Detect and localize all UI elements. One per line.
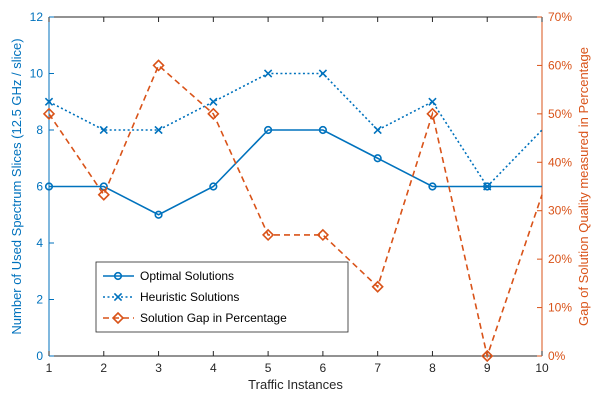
x-tick-label: 6 (320, 361, 327, 375)
series-2 (42, 59, 543, 363)
x-tick-label: 9 (484, 361, 491, 375)
x-tick-label: 3 (155, 361, 162, 375)
data-point-marker (373, 125, 382, 135)
data-point-marker (483, 182, 492, 191)
data-point-marker (316, 228, 330, 242)
series-1 (44, 69, 543, 191)
data-point-marker (371, 280, 384, 293)
data-point-marker (44, 182, 54, 191)
x-tick-label: 5 (265, 361, 272, 375)
data-point-marker (373, 154, 382, 163)
series-layer (42, 59, 543, 363)
right-y-tick-label: 70% (548, 10, 572, 24)
x-axis-label: Traffic Instances (248, 377, 343, 392)
data-point-marker (428, 182, 437, 191)
left-y-tick-label: 0 (36, 349, 43, 363)
x-tick-label: 10 (535, 361, 549, 375)
data-point-marker (318, 125, 327, 135)
x-tick-label: 2 (100, 361, 107, 375)
right-y-axis-label: Gap of Solution Quality measured in Perc… (576, 47, 591, 326)
data-point-marker (207, 107, 220, 120)
series-line (48, 72, 543, 188)
data-point-marker (154, 210, 163, 219)
data-point-marker (42, 107, 56, 120)
legend-label: Optimal Solutions (140, 269, 234, 283)
legend: Optimal Solutions Heuristic Solutions Solu… (95, 261, 349, 333)
data-point-marker (99, 125, 108, 135)
right-y-tick-label: 60% (548, 58, 572, 72)
right-y-tick-label: 50% (548, 107, 572, 121)
right-y-tick-label: 30% (548, 204, 572, 218)
right-y-tick-label: 20% (548, 252, 572, 266)
right-y-tick-label: 0% (548, 349, 566, 363)
left-y-axis-label: Number of Used Spectrum Slices (12.5 GHz… (9, 38, 24, 334)
left-y-tick-label: 4 (36, 236, 43, 250)
data-point-marker (481, 349, 494, 363)
data-point-marker (97, 188, 110, 201)
series-0 (44, 125, 542, 219)
left-y-tick-label: 8 (36, 123, 43, 137)
x-tick-label: 7 (374, 361, 381, 375)
x-tick-label: 8 (429, 361, 436, 375)
left-y-tick-label: 12 (30, 10, 44, 24)
right-y-tick-label: 10% (548, 301, 572, 315)
data-point-marker (483, 182, 492, 191)
series-line (48, 64, 543, 359)
x-tick-label: 4 (210, 361, 217, 375)
legend-label: Solution Gap in Percentage (140, 311, 287, 325)
legend-marker (113, 271, 123, 281)
data-point-marker (44, 97, 54, 106)
x-tick-label: 1 (46, 361, 53, 375)
data-point-marker (426, 107, 439, 120)
legend-label: Heuristic Solutions (140, 290, 239, 304)
legend-marker (113, 292, 123, 302)
data-point-marker (428, 97, 437, 106)
legend-marker (111, 311, 125, 325)
left-y-tick-label: 2 (36, 293, 43, 307)
data-point-marker (152, 59, 165, 72)
right-y-tick-label: 40% (548, 155, 572, 169)
left-y-tick-label: 6 (36, 180, 43, 194)
legend-box (95, 261, 349, 333)
data-point-marker (264, 125, 273, 135)
data-point-marker (318, 69, 328, 78)
left-y-tick-label: 10 (30, 67, 44, 81)
data-point-marker (261, 228, 275, 242)
data-point-marker (209, 182, 218, 191)
series-line (49, 129, 542, 216)
data-point-marker (154, 125, 163, 135)
data-point-marker (263, 69, 273, 78)
data-point-marker (209, 97, 218, 106)
